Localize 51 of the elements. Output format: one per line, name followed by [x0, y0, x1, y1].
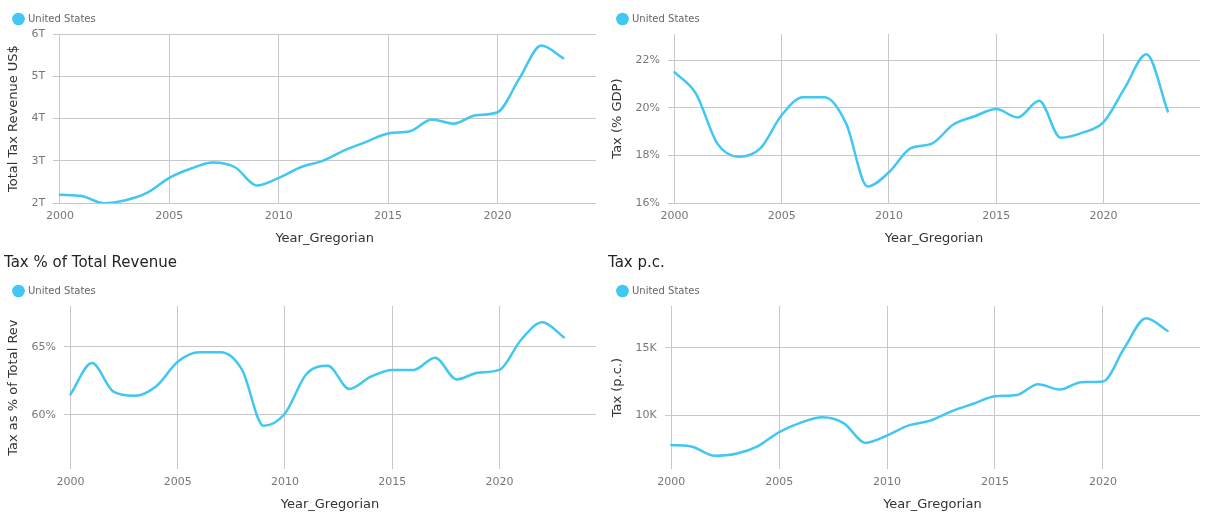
y-tick-label: 2T	[31, 196, 46, 210]
x-tick-label: 2010	[873, 474, 902, 488]
y-tick-label: 16%	[635, 196, 661, 210]
x-tick-label: 2015	[374, 208, 403, 222]
y-tick-label: 4T	[31, 111, 46, 125]
y-axis-title: Tax (p.c.)	[609, 357, 625, 419]
chart-title: Tax p.c.	[607, 252, 665, 271]
y-axis-title: Tax (% GDP)	[609, 78, 625, 160]
y-tick-label: 15K	[635, 340, 658, 354]
line-series	[58, 44, 565, 204]
y-tick-label: 6T	[31, 26, 46, 40]
x-tick-label: 2010	[264, 208, 293, 222]
x-tick-label: 2005	[765, 474, 794, 488]
legend-label: United States	[28, 284, 96, 296]
x-axis-title: Year_Gregorian	[883, 229, 984, 245]
legend-label: United States	[28, 12, 96, 24]
y-tick-label: 5T	[31, 69, 46, 83]
x-tick-label: 2005	[163, 474, 192, 488]
x-tick-label: 2005	[155, 208, 184, 222]
x-tick-label: 2005	[767, 208, 796, 222]
x-tick-label: 2010	[270, 474, 299, 488]
line-series	[670, 316, 1169, 457]
x-tick-label: 2000	[660, 208, 689, 222]
x-tick-label: 2020	[1088, 474, 1117, 488]
x-tick-label: 2020	[483, 208, 512, 222]
chart-title: Tax % of Total Revenue	[3, 252, 177, 271]
x-tick-label: 2000	[657, 474, 686, 488]
x-axis-title: Year_Gregorian	[279, 495, 380, 511]
y-tick-label: 10K	[635, 408, 658, 422]
y-tick-label: 65%	[31, 339, 57, 353]
x-tick-label: 2015	[980, 474, 1009, 488]
legend-label: United States	[632, 12, 700, 24]
x-tick-label: 2000	[45, 208, 74, 222]
y-tick-label: 60%	[31, 407, 57, 421]
legend-label: United States	[632, 284, 700, 296]
x-axis-title: Year_Gregorian	[274, 229, 374, 245]
y-tick-label: 20%	[635, 100, 661, 114]
y-tick-label: 18%	[635, 148, 661, 162]
line-series	[673, 53, 1170, 188]
y-tick-label: 3T	[31, 153, 46, 167]
x-tick-label: 2000	[56, 474, 85, 488]
y-axis-title: Tax as % of Total Rev	[5, 319, 21, 457]
y-tick-label: 22%	[635, 53, 661, 67]
x-tick-label: 2010	[874, 208, 903, 222]
x-axis-title: Year_Gregorian	[882, 495, 982, 511]
line-series	[69, 321, 566, 427]
x-tick-label: 2015	[982, 208, 1011, 222]
x-tick-label: 2015	[378, 474, 407, 488]
y-axis-title: Total Tax Revenue US$	[5, 45, 21, 194]
x-tick-label: 2020	[485, 474, 514, 488]
x-tick-label: 2020	[1089, 208, 1118, 222]
